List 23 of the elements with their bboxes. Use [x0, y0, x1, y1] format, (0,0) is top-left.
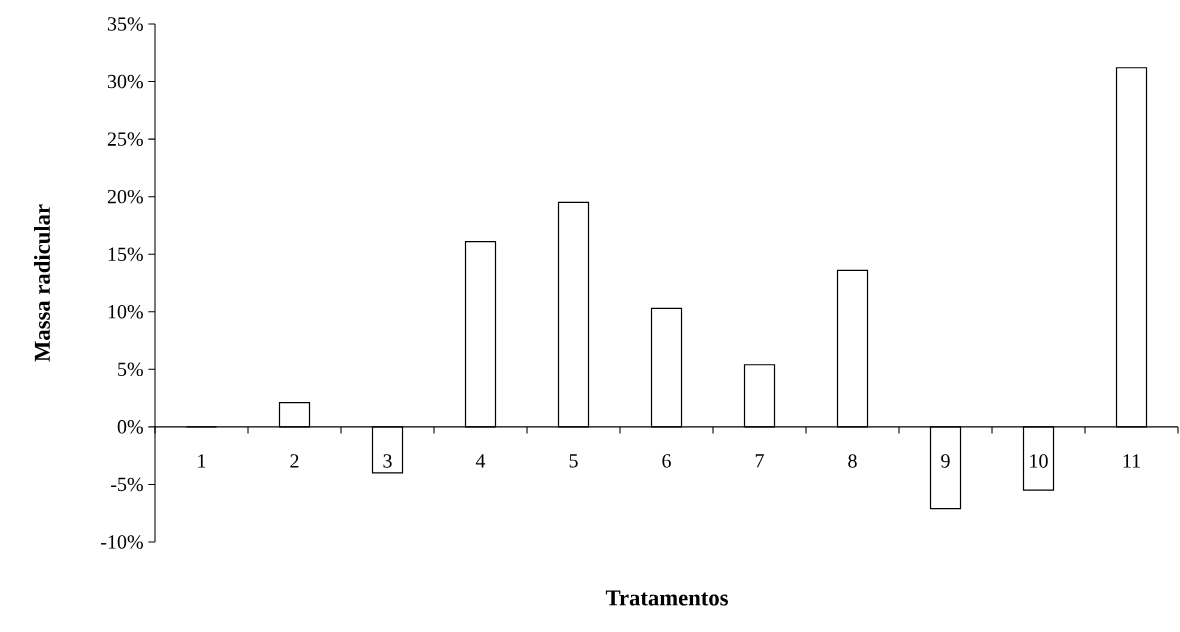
x-tick-label: 11: [1123, 454, 1140, 468]
x-tick-label: 8: [848, 454, 857, 468]
x-tick-label: 7: [755, 454, 764, 468]
y-tick-label: 15%: [108, 247, 143, 262]
x-tick-label: 5: [569, 454, 578, 468]
y-axis-title: Massa radicular: [34, 204, 50, 362]
y-tick-label: 35%: [107, 17, 143, 31]
x-tick-label: 4: [475, 454, 486, 468]
y-tick-label: -10%: [101, 535, 143, 549]
y-tick-label: 20%: [107, 189, 143, 204]
y-tick-label: -5%: [111, 477, 143, 492]
x-tick-label: 2: [290, 454, 299, 468]
y-tick-label: 10%: [108, 305, 143, 319]
y-tick-label: 0%: [117, 420, 143, 434]
y-tick-label: 25%: [107, 132, 143, 146]
y-tick-label: 30%: [107, 74, 143, 89]
x-tick-label: 9: [941, 454, 950, 468]
y-tick-label: 5%: [118, 362, 143, 377]
x-tick-label: 1: [198, 454, 206, 468]
x-axis-title: Tratamentos: [605, 590, 728, 606]
x-tick-label: 10: [1030, 454, 1048, 468]
x-tick-label: 6: [662, 454, 671, 468]
x-tick-label: 3: [383, 454, 392, 468]
